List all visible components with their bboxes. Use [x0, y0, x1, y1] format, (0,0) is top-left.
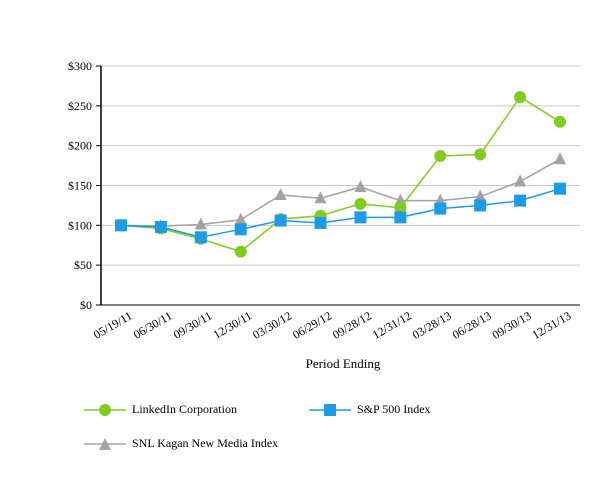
data-point — [354, 197, 367, 210]
data-point — [394, 201, 407, 214]
data-point — [554, 152, 566, 165]
y-tick-label: $250 — [68, 99, 92, 113]
data-point — [314, 191, 327, 204]
data-point — [514, 174, 527, 187]
legend-marker-circle — [84, 403, 126, 416]
legend-marker-triangle — [84, 437, 126, 450]
data-point — [354, 180, 367, 193]
x-tick-label: 06/28/13 — [450, 308, 494, 341]
x-tick-label: 09/30/13 — [490, 308, 534, 341]
legend-label-sp500: S&P 500 Index — [357, 402, 431, 416]
series-line — [120, 158, 561, 227]
legend-label-snl: SNL Kagan New Media Index — [132, 436, 279, 450]
data-point — [314, 216, 327, 229]
y-tick-label: $0 — [80, 298, 92, 312]
y-tick-label: $100 — [68, 218, 92, 232]
data-point — [474, 189, 487, 202]
x-tick-label: 03/28/13 — [410, 308, 454, 341]
data-point — [154, 220, 167, 233]
data-point — [274, 214, 287, 227]
data-point — [514, 194, 527, 207]
series-line — [120, 96, 561, 253]
y-tick-label: $200 — [68, 139, 92, 153]
data-point — [234, 245, 247, 258]
data-point — [434, 202, 447, 215]
x-tick-label: 03/30/12 — [250, 308, 294, 341]
data-point — [474, 148, 487, 161]
y-tick-label: $150 — [68, 179, 92, 193]
data-point — [194, 231, 207, 244]
y-tick-label: $50 — [74, 258, 92, 272]
data-point — [234, 212, 247, 225]
series-layer — [115, 91, 566, 258]
line-chart: $0 $50 $100 $150 $200 $250 $300 05/19/1106/30/… — [68, 59, 580, 371]
data-point — [394, 211, 407, 224]
data-point — [194, 217, 207, 230]
legend-item-sp500: S&P 500 Index — [309, 402, 431, 417]
x-axis: 05/19/1106/30/1109/30/1112/30/1103/30/12… — [91, 304, 580, 342]
data-point — [234, 223, 247, 236]
x-tick-label: 12/31/12 — [370, 308, 414, 341]
x-tick-label: 12/31/13 — [530, 308, 574, 341]
legend-label-linkedin: LinkedIn Corporation — [132, 402, 237, 416]
legend-marker-square — [309, 403, 351, 416]
data-point — [554, 115, 566, 128]
data-point — [115, 219, 127, 232]
x-tick-label: 05/19/11 — [91, 308, 135, 341]
data-point — [554, 182, 566, 195]
data-point — [274, 188, 287, 201]
data-point — [354, 211, 367, 224]
x-axis-label: Period Ending — [306, 356, 381, 371]
gridlines — [101, 65, 580, 266]
series-line — [120, 187, 561, 239]
x-tick-label: 06/29/12 — [290, 308, 334, 341]
legend-item-linkedin: LinkedIn Corporation — [84, 402, 237, 417]
x-tick-label: 06/30/11 — [131, 308, 175, 341]
y-tick-label: $300 — [68, 59, 92, 73]
x-tick-label: 09/30/11 — [171, 308, 215, 341]
x-tick-label: 12/30/11 — [211, 308, 255, 341]
data-point — [474, 199, 487, 212]
x-tick-label: 09/28/12 — [330, 308, 374, 341]
data-point — [434, 150, 447, 163]
y-axis: $0 $50 $100 $150 $200 $250 $300 — [68, 59, 102, 312]
legend-item-snl: SNL Kagan New Media Index — [84, 436, 278, 451]
data-point — [514, 91, 527, 104]
